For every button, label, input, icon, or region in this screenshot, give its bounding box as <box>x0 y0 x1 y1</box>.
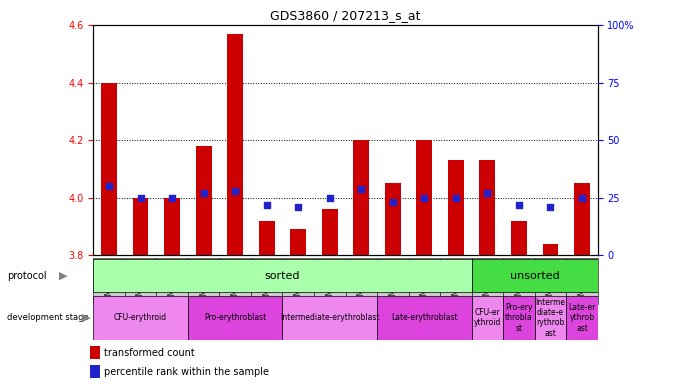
Bar <box>164 198 180 255</box>
Bar <box>125 258 156 304</box>
Point <box>229 188 240 194</box>
Bar <box>385 184 401 255</box>
Bar <box>377 296 471 340</box>
Point <box>135 195 146 201</box>
Point <box>513 202 524 208</box>
Bar <box>471 259 598 292</box>
Bar <box>251 258 283 304</box>
Text: CFU-er
ythroid: CFU-er ythroid <box>474 308 501 328</box>
Bar <box>101 83 117 255</box>
Text: Pro-ery
throbla
st: Pro-ery throbla st <box>505 303 533 333</box>
Bar <box>259 221 274 255</box>
Bar <box>283 296 377 340</box>
Bar <box>448 161 464 255</box>
Bar <box>574 184 590 255</box>
Bar <box>377 258 408 304</box>
Bar <box>440 258 472 304</box>
Bar <box>566 258 598 304</box>
Bar <box>156 258 188 304</box>
Bar <box>220 258 251 304</box>
Text: ▶: ▶ <box>82 313 90 323</box>
Bar <box>408 258 440 304</box>
Text: unsorted: unsorted <box>510 270 560 281</box>
Bar <box>471 258 503 304</box>
Bar <box>322 209 338 255</box>
Point <box>324 195 335 201</box>
Bar <box>471 296 503 340</box>
Text: Late-er
ythrob
ast: Late-er ythrob ast <box>568 303 596 333</box>
Bar <box>535 296 566 340</box>
Bar <box>314 258 346 304</box>
Bar <box>511 221 527 255</box>
Bar <box>503 296 535 340</box>
Bar <box>346 258 377 304</box>
Bar <box>417 140 432 255</box>
Bar <box>290 230 306 255</box>
Text: sorted: sorted <box>265 270 300 281</box>
Bar <box>227 34 243 255</box>
Bar <box>353 140 369 255</box>
Text: Pro-erythroblast: Pro-erythroblast <box>204 313 266 322</box>
Point <box>576 195 587 201</box>
Point <box>293 204 304 210</box>
Text: Late-erythroblast: Late-erythroblast <box>391 313 457 322</box>
Bar <box>133 198 149 255</box>
Bar <box>503 258 535 304</box>
Bar <box>566 296 598 340</box>
Bar <box>535 258 566 304</box>
Point <box>167 195 178 201</box>
Text: development stage: development stage <box>7 313 88 322</box>
Bar <box>480 161 495 255</box>
Bar <box>196 146 211 255</box>
Bar <box>93 296 188 340</box>
Text: Interme
diate-e
rythrob
ast: Interme diate-e rythrob ast <box>536 298 565 338</box>
Bar <box>542 244 558 255</box>
Text: Intermediate-erythroblast: Intermediate-erythroblast <box>280 313 379 322</box>
Bar <box>93 258 125 304</box>
Bar <box>90 365 100 378</box>
Point <box>451 195 462 201</box>
Text: percentile rank within the sample: percentile rank within the sample <box>104 367 269 377</box>
Bar <box>93 259 471 292</box>
Text: protocol: protocol <box>7 270 46 281</box>
Point <box>482 190 493 196</box>
Point <box>356 185 367 192</box>
Bar <box>90 346 100 359</box>
Title: GDS3860 / 207213_s_at: GDS3860 / 207213_s_at <box>270 9 421 22</box>
Point <box>198 190 209 196</box>
Bar <box>188 296 283 340</box>
Point <box>387 199 398 205</box>
Text: transformed count: transformed count <box>104 348 194 358</box>
Point <box>104 183 115 189</box>
Point <box>545 204 556 210</box>
Point <box>261 202 272 208</box>
Text: CFU-erythroid: CFU-erythroid <box>114 313 167 322</box>
Bar <box>188 258 220 304</box>
Point <box>419 195 430 201</box>
Bar <box>283 258 314 304</box>
Text: ▶: ▶ <box>59 270 67 281</box>
